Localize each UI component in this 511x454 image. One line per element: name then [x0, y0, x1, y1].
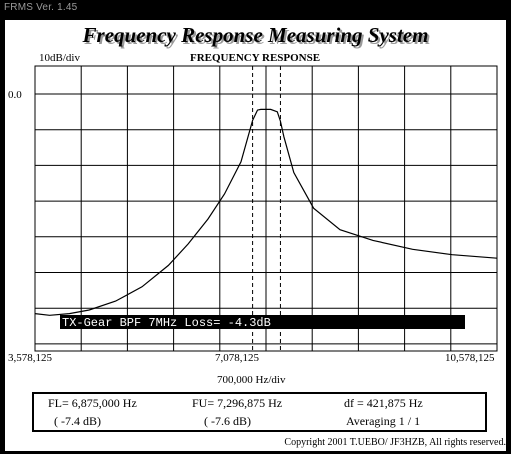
fl-readout: FL= 6,875,000 Hz — [48, 396, 137, 410]
fl-db-readout: ( -7.4 dB) — [54, 414, 101, 428]
df-readout: df = 421,875 Hz — [344, 396, 423, 410]
loss-banner-text: TX-Gear BPF 7MHz Loss= -4.3dB — [62, 316, 271, 330]
x-right-tick-label: 10,578,125 — [445, 352, 495, 364]
x-scale-label: 700,000 Hz/div — [217, 374, 286, 386]
response-trace — [34, 108, 498, 316]
averaging-readout: Averaging 1 / 1 — [346, 414, 421, 428]
y-top-tick-label: 0.0 — [8, 89, 22, 101]
measurement-panel: FL= 6,875,000 Hz ( -7.4 dB) FU= 7,296,87… — [32, 392, 487, 432]
copyright-notice: Copyright 2001 T.UEBO/ JF3HZB, All right… — [284, 437, 506, 448]
x-left-tick-label: 3,578,125 — [8, 352, 52, 364]
loss-banner-bg — [60, 315, 465, 329]
y-scale-label: 10dB/div — [39, 52, 80, 64]
window-title: FRMS Ver. 1.45 — [4, 2, 78, 13]
x-center-tick-label: 7,078,125 — [215, 352, 259, 364]
fu-readout: FU= 7,296,875 Hz — [192, 396, 283, 410]
app-headline: Frequency Response Measuring System — [82, 23, 429, 47]
fu-db-readout: ( -7.6 dB) — [204, 414, 251, 428]
window-titlebar: FRMS Ver. 1.45 — [0, 0, 511, 19]
chart-title: FREQUENCY RESPONSE — [190, 52, 321, 64]
